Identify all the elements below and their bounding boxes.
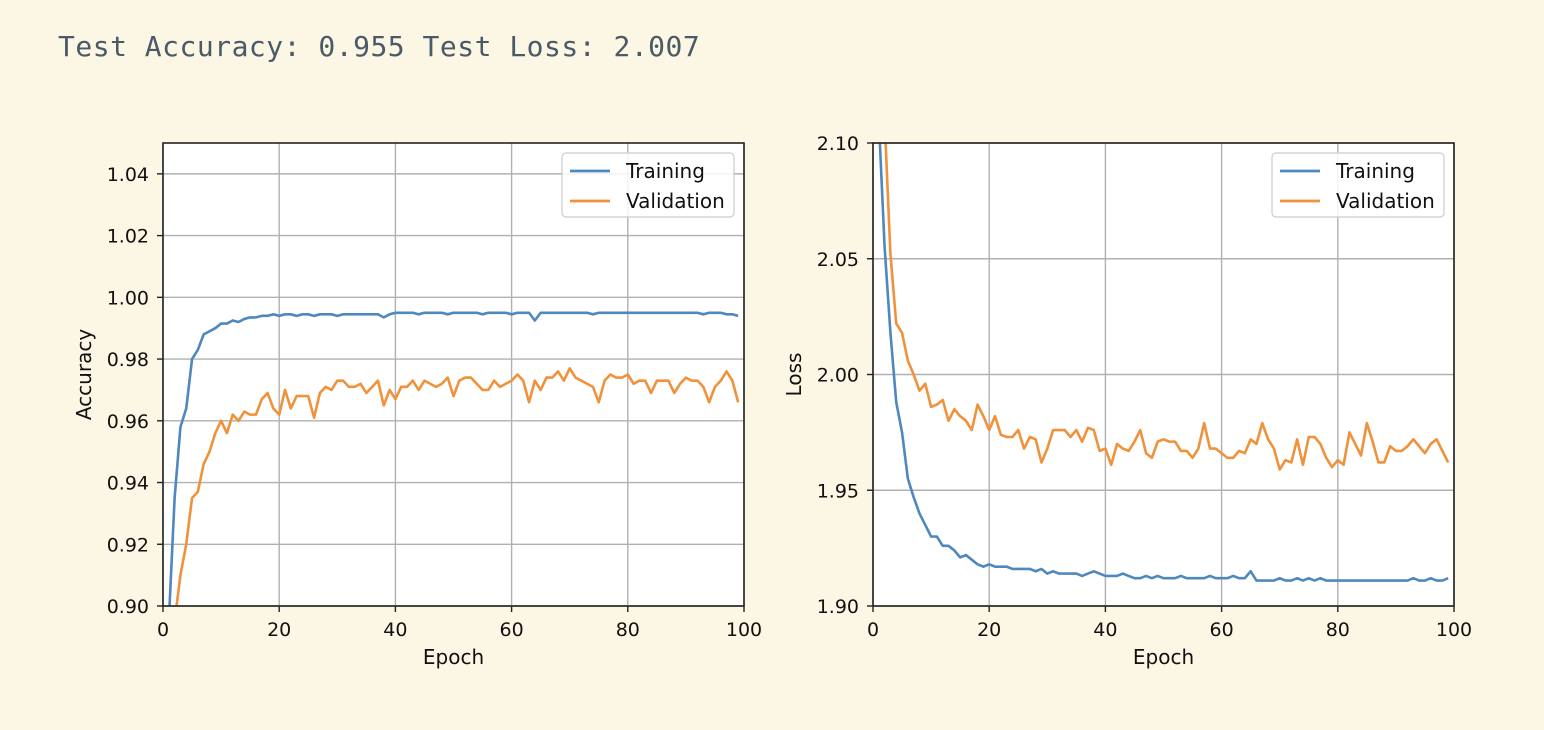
loss-chart: 0 20 40 60 80 100 1.90 1.95 2.00 2.05 2.10 Epoch Los… xyxy=(782,133,1472,669)
loss-y-axis-label: Loss xyxy=(782,353,806,397)
loss-y-tick-label: 2.05 xyxy=(817,249,859,271)
loss-x-tick-label: 40 xyxy=(1093,619,1117,641)
accuracy-x-tick-label: 60 xyxy=(500,619,524,641)
loss-series-validation xyxy=(884,143,1450,471)
loss-legend: Training Validation xyxy=(1271,152,1445,218)
accuracy-legend: Training Validation xyxy=(561,152,735,218)
test-accuracy-label: Test Accuracy: xyxy=(58,30,302,63)
loss-y-tick-label: 1.90 xyxy=(817,596,859,618)
accuracy-plot-area xyxy=(163,143,744,606)
test-accuracy-value: 0.955 xyxy=(318,30,406,63)
loss-x-tick-label: 60 xyxy=(1210,619,1234,641)
accuracy-x-tick-label: 40 xyxy=(383,619,407,641)
loss-y-tick-label: 1.95 xyxy=(817,480,859,502)
accuracy-y-axis-label: Accuracy xyxy=(72,329,96,420)
loss-x-tick-label: 20 xyxy=(977,619,1001,641)
accuracy-y-tick-label: 1.02 xyxy=(107,226,149,248)
accuracy-x-tick-label: 20 xyxy=(267,619,291,641)
loss-y-tick-label: 2.00 xyxy=(817,365,859,387)
accuracy-series-validation xyxy=(175,367,740,606)
accuracy-chart: 0 20 40 60 80 100 0.90 0.92 0.94 0.96 0.98 1.00 1.02… xyxy=(72,142,762,669)
accuracy-legend-label-validation: Validation xyxy=(626,189,725,213)
accuracy-x-tick-label: 0 xyxy=(157,619,169,641)
accuracy-y-tick-label: 1.04 xyxy=(107,164,149,186)
test-metrics-output: Test Accuracy: 0.955 Test Loss: 2.007 xyxy=(58,30,700,63)
loss-legend-label-training: Training xyxy=(1335,159,1415,183)
loss-x-tick-label: 80 xyxy=(1326,619,1350,641)
test-loss-label: Test Loss: xyxy=(422,30,597,63)
accuracy-y-tick-label: 0.90 xyxy=(107,596,149,618)
accuracy-axes-frame xyxy=(162,142,745,607)
accuracy-x-tick-label: 100 xyxy=(726,619,762,641)
accuracy-y-tick-label: 0.92 xyxy=(107,534,149,556)
accuracy-y-tick-label: 1.00 xyxy=(107,287,149,309)
accuracy-series-training xyxy=(168,311,739,606)
accuracy-x-tick-label: 80 xyxy=(616,619,640,641)
accuracy-y-tick-label: 0.98 xyxy=(107,349,149,371)
loss-x-axis-label: Epoch xyxy=(1133,645,1194,669)
loss-y-tick-label: 2.10 xyxy=(817,133,859,155)
loss-series-training xyxy=(878,143,1449,582)
accuracy-y-tick-label: 0.94 xyxy=(107,473,149,495)
accuracy-legend-label-training: Training xyxy=(625,159,705,183)
test-loss-value: 2.007 xyxy=(613,30,701,63)
accuracy-x-axis-label: Epoch xyxy=(423,645,484,669)
loss-x-tick-label: 0 xyxy=(867,619,879,641)
loss-axes-frame xyxy=(872,142,1455,607)
loss-legend-label-validation: Validation xyxy=(1336,189,1435,213)
accuracy-y-tick-label: 0.96 xyxy=(107,411,149,433)
loss-x-tick-label: 100 xyxy=(1436,619,1472,641)
